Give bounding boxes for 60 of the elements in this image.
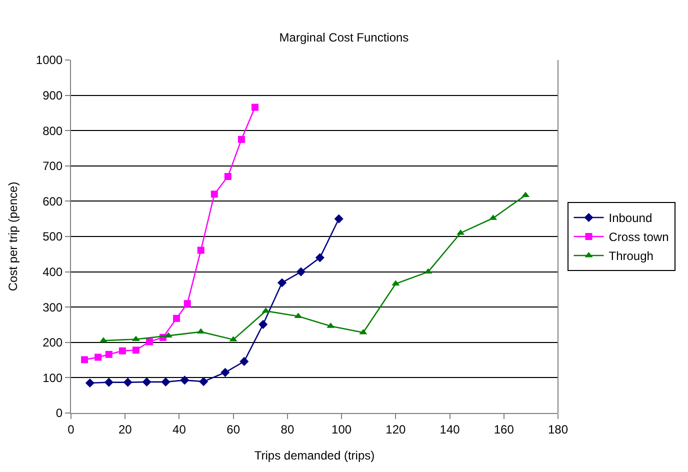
point (262, 307, 270, 313)
y-tick-label: 300 (42, 300, 63, 314)
legend-label: Inbound (608, 211, 652, 226)
y-tick-label: 100 (42, 370, 63, 385)
point (85, 378, 94, 388)
y-tick-label: 200 (42, 336, 63, 350)
x-tick-label: 160 (494, 422, 514, 436)
y-tick-label: 600 (42, 194, 63, 208)
point (94, 354, 102, 361)
point (251, 104, 258, 111)
point (81, 356, 88, 364)
x-tick-label: 80 (280, 422, 294, 436)
y-tick-label: 900 (42, 88, 63, 102)
point (173, 314, 180, 322)
x-tick-label: 0 (68, 422, 75, 436)
x-axis-title: Trips demanded (trips) (254, 448, 375, 462)
chart-title: Marginal Cost Functions (279, 30, 409, 44)
point (392, 280, 400, 286)
point (238, 136, 245, 143)
point (123, 378, 132, 387)
point (315, 253, 324, 262)
point (104, 378, 114, 387)
x-tick-label: 180 (548, 422, 568, 436)
point (180, 376, 190, 385)
y-tick-label: 700 (42, 159, 63, 174)
point (294, 312, 302, 318)
point (142, 377, 152, 386)
point (220, 368, 230, 377)
point (240, 356, 249, 366)
point (224, 172, 232, 180)
y-tick-label: 400 (42, 265, 63, 279)
x-tick-label: 40 (172, 422, 186, 436)
y-tick-label: 1000 (36, 53, 63, 68)
point (146, 338, 153, 346)
point (424, 268, 432, 274)
legend-label: Through (608, 249, 654, 264)
x-tick-label: 140 (440, 422, 460, 436)
point (161, 377, 170, 386)
y-tick-label: 0 (56, 406, 63, 420)
y-tick-label: 500 (42, 230, 63, 244)
x-tick-label: 100 (332, 422, 352, 436)
point (196, 328, 205, 334)
point (105, 350, 112, 358)
point (197, 246, 204, 254)
point (132, 346, 140, 354)
point (118, 347, 126, 354)
point (334, 214, 344, 224)
legend-label: Cross town (608, 230, 669, 244)
x-tick-label: 120 (386, 422, 406, 436)
point (199, 377, 208, 386)
point (210, 190, 218, 198)
x-tick-label: 60 (226, 422, 240, 436)
point (456, 229, 465, 235)
point (258, 320, 268, 329)
point (296, 267, 306, 276)
y-tick-label: 800 (42, 124, 63, 138)
y-axis-title: Cost per trip (pence) (6, 182, 20, 292)
point (277, 278, 287, 288)
point (184, 300, 191, 308)
x-tick-label: 20 (118, 422, 132, 436)
